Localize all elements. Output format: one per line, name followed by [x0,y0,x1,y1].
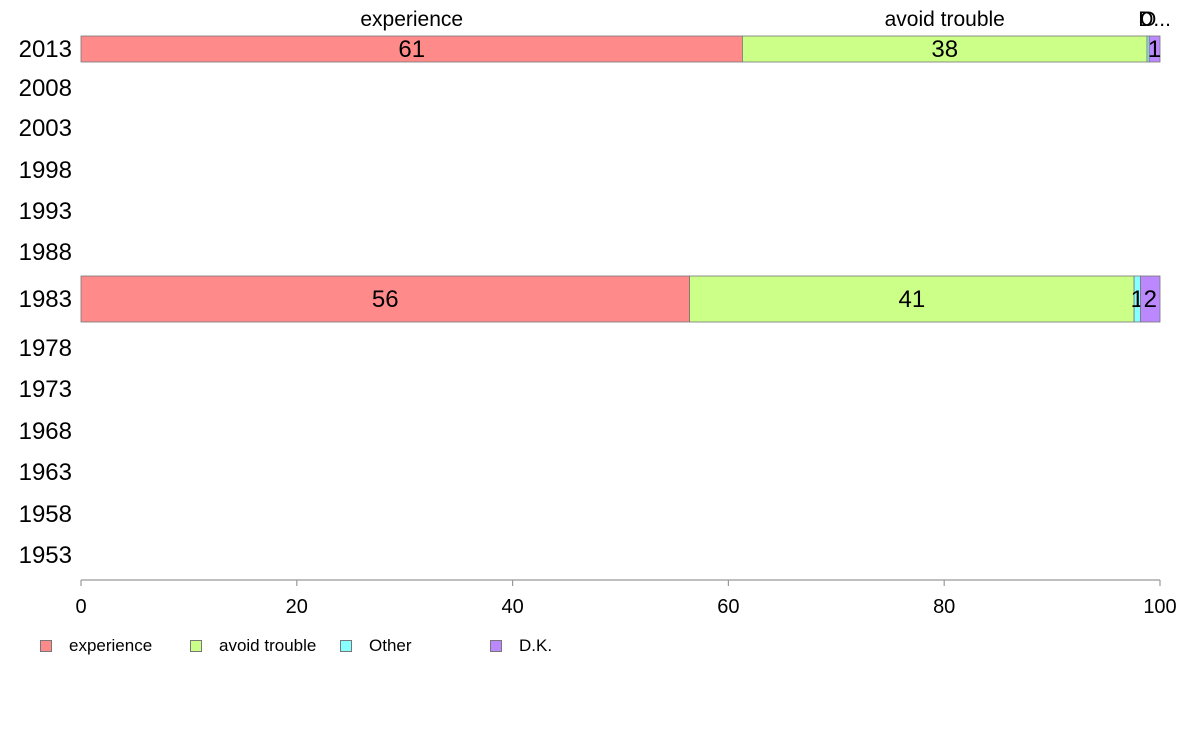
x-tick-label-40: 40 [501,596,523,618]
y-tick-label-1998: 1998 [19,157,72,184]
bar-segment-1983-avoid-trouble [689,275,1135,323]
y-tick-label-2003: 2003 [19,115,72,142]
legend-swatch-avoid-trouble [190,640,202,652]
y-tick-label-1978: 1978 [19,335,72,362]
x-tick-label-60: 60 [717,596,739,618]
bar-segment-2013-avoid-trouble [742,35,1148,63]
bar-label-1983-avoid-trouble: 41 [898,286,925,313]
bar-segment-2013-experience [80,35,743,63]
x-tick-label-20: 20 [286,596,308,618]
top-label-other: O [1140,8,1156,31]
x-tick-label-0: 0 [75,596,86,618]
legend-label-other: Other [369,636,412,655]
bar-label-2013-experience: 61 [398,36,425,63]
legend-swatch-other [340,640,352,652]
bar-segment-1983-d-k [1140,275,1161,323]
legend-item-dk: D.K. [490,636,552,656]
bar-label-1983-d-k: 2 [1144,286,1157,313]
y-tick-label-1988: 1988 [19,239,72,266]
y-tick-label-1968: 1968 [19,418,72,445]
bar-label-2013-d-k: 1 [1148,36,1161,63]
x-tick-label-100: 100 [1143,596,1176,618]
y-tick-label-1963: 1963 [19,459,72,486]
legend-label-avoid-trouble: avoid trouble [219,636,317,655]
legend-item-experience: experience [40,636,152,656]
legend-label-dk: D.K. [519,636,553,655]
bar-segment-2013-d-k [1148,35,1161,63]
y-tick-label-1973: 1973 [19,376,72,403]
x-tick-label-80: 80 [933,596,955,618]
legend-item-avoid-trouble: avoid trouble [190,636,316,656]
y-tick-label-1958: 1958 [19,501,72,528]
legend-swatch-dk [490,640,502,652]
top-label-d-k: D... [1138,8,1171,31]
legend-item-other: Other [340,636,412,656]
bar-label-1983-experience: 56 [372,286,399,313]
y-tick-label-1983: 1983 [19,286,72,313]
y-tick-label-1993: 1993 [19,198,72,225]
y-tick-label-2013: 2013 [19,36,72,63]
top-label-avoid-trouble: avoid trouble [885,8,1005,31]
top-label-experience: experience [360,8,463,31]
y-tick-label-1953: 1953 [19,542,72,569]
bar-label-2013-avoid-trouble: 38 [931,36,958,63]
legend-label-experience: experience [69,636,153,655]
y-tick-label-2008: 2008 [19,75,72,102]
legend-swatch-experience [40,640,52,652]
bar-segment-1983-experience [80,275,690,323]
